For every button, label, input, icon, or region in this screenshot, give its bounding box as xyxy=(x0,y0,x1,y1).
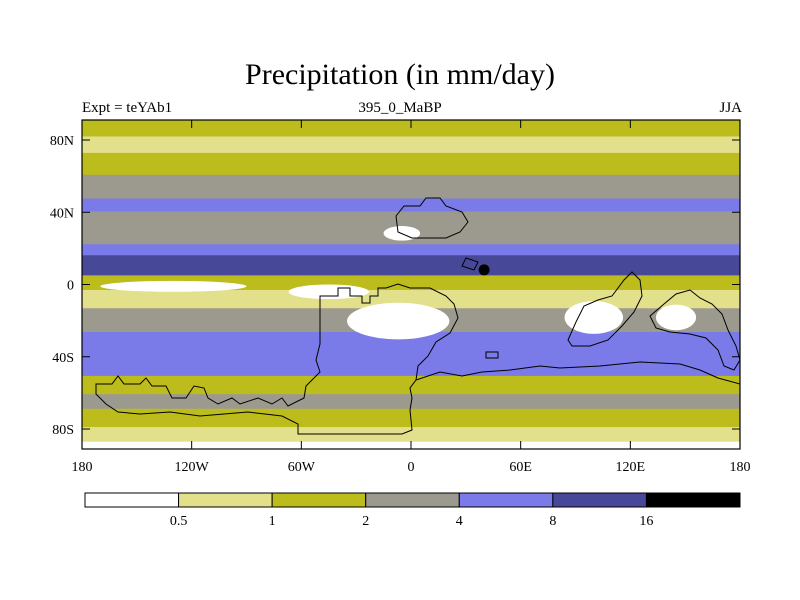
colorbar-swatch-1 xyxy=(178,492,273,508)
colorbar-swatch-6 xyxy=(645,492,741,508)
precipitation-field xyxy=(82,120,740,449)
experiment-label: Expt = teYAb1 xyxy=(82,100,173,116)
colorbar-level-label: 4 xyxy=(456,514,463,529)
coastline-eastern-landmass xyxy=(567,271,643,347)
colorbar-level-label: 0.5 xyxy=(170,514,188,529)
x-tick-label: 180 xyxy=(72,460,93,475)
x-tick-label: 60W xyxy=(288,460,316,475)
precip-region-east-continent-dry xyxy=(655,304,697,331)
colorbar-swatch-5 xyxy=(552,492,647,508)
precip-band-7 xyxy=(82,255,740,276)
precip-band-9 xyxy=(82,289,740,309)
precip-band-13 xyxy=(82,375,740,395)
precip-region-southern-ocean-wet xyxy=(401,333,622,356)
precip-region-tropical-south-america-dry xyxy=(347,302,450,340)
colorbar-level-label: 16 xyxy=(639,514,653,529)
x-tick-label: 180 xyxy=(730,460,751,475)
x-tick-label: 0 xyxy=(408,460,415,475)
coastlines xyxy=(95,197,740,435)
precip-band-16 xyxy=(82,427,740,443)
precip-region-equatorial-pacific-dry xyxy=(100,280,247,292)
colorbar-swatch-4 xyxy=(458,492,554,508)
y-tick-label: 80N xyxy=(50,134,74,149)
coastline-island-b xyxy=(485,351,499,359)
season-label: JJA xyxy=(719,100,742,116)
coastline-northern-landmass xyxy=(395,197,469,239)
precip-band-2 xyxy=(82,152,740,176)
y-tick-label: 40N xyxy=(50,206,74,221)
coastline-island-a xyxy=(461,257,479,271)
precip-band-6 xyxy=(82,244,740,256)
colorbar-level-label: 8 xyxy=(549,514,556,529)
x-tick-label: 120E xyxy=(616,460,646,475)
chart-title: Precipitation (in mm/day) xyxy=(245,58,555,91)
precip-band-0 xyxy=(82,120,740,137)
precip-band-4 xyxy=(82,198,740,212)
time-label: 395_0_MaBP xyxy=(358,100,442,116)
colorbar-level-label: 2 xyxy=(362,514,369,529)
coastline-southern-shelf xyxy=(415,361,740,385)
precip-band-12 xyxy=(82,357,740,377)
coastline-south-america xyxy=(95,283,459,435)
colorbar: 0.5 1 2 4 8 16 xyxy=(84,492,741,529)
y-tick-label: 80S xyxy=(52,423,74,438)
x-tick-label: 120W xyxy=(175,460,210,475)
colorbar-swatch-0 xyxy=(84,492,180,508)
precip-region-indian-ocean-dry xyxy=(564,300,624,334)
colorbar-swatch-3 xyxy=(365,492,460,508)
precip-band-8 xyxy=(82,275,740,291)
axes: 180 120W 60W 0 60E 120E 180 80N 40N 0 40S 80S xyxy=(50,120,751,475)
precip-region-northern-wet-core xyxy=(478,264,490,276)
precip-band-3 xyxy=(82,174,740,200)
coastline-far-east-landmass xyxy=(649,289,740,371)
colorbar-swatch-2 xyxy=(271,492,367,508)
precip-band-1 xyxy=(82,136,740,154)
x-tick-label: 60E xyxy=(509,460,532,475)
precip-region-east-pacific-dry xyxy=(288,284,369,300)
y-tick-label: 0 xyxy=(67,279,74,294)
colorbar-level-label: 1 xyxy=(269,514,276,529)
y-tick-label: 40S xyxy=(52,351,74,366)
